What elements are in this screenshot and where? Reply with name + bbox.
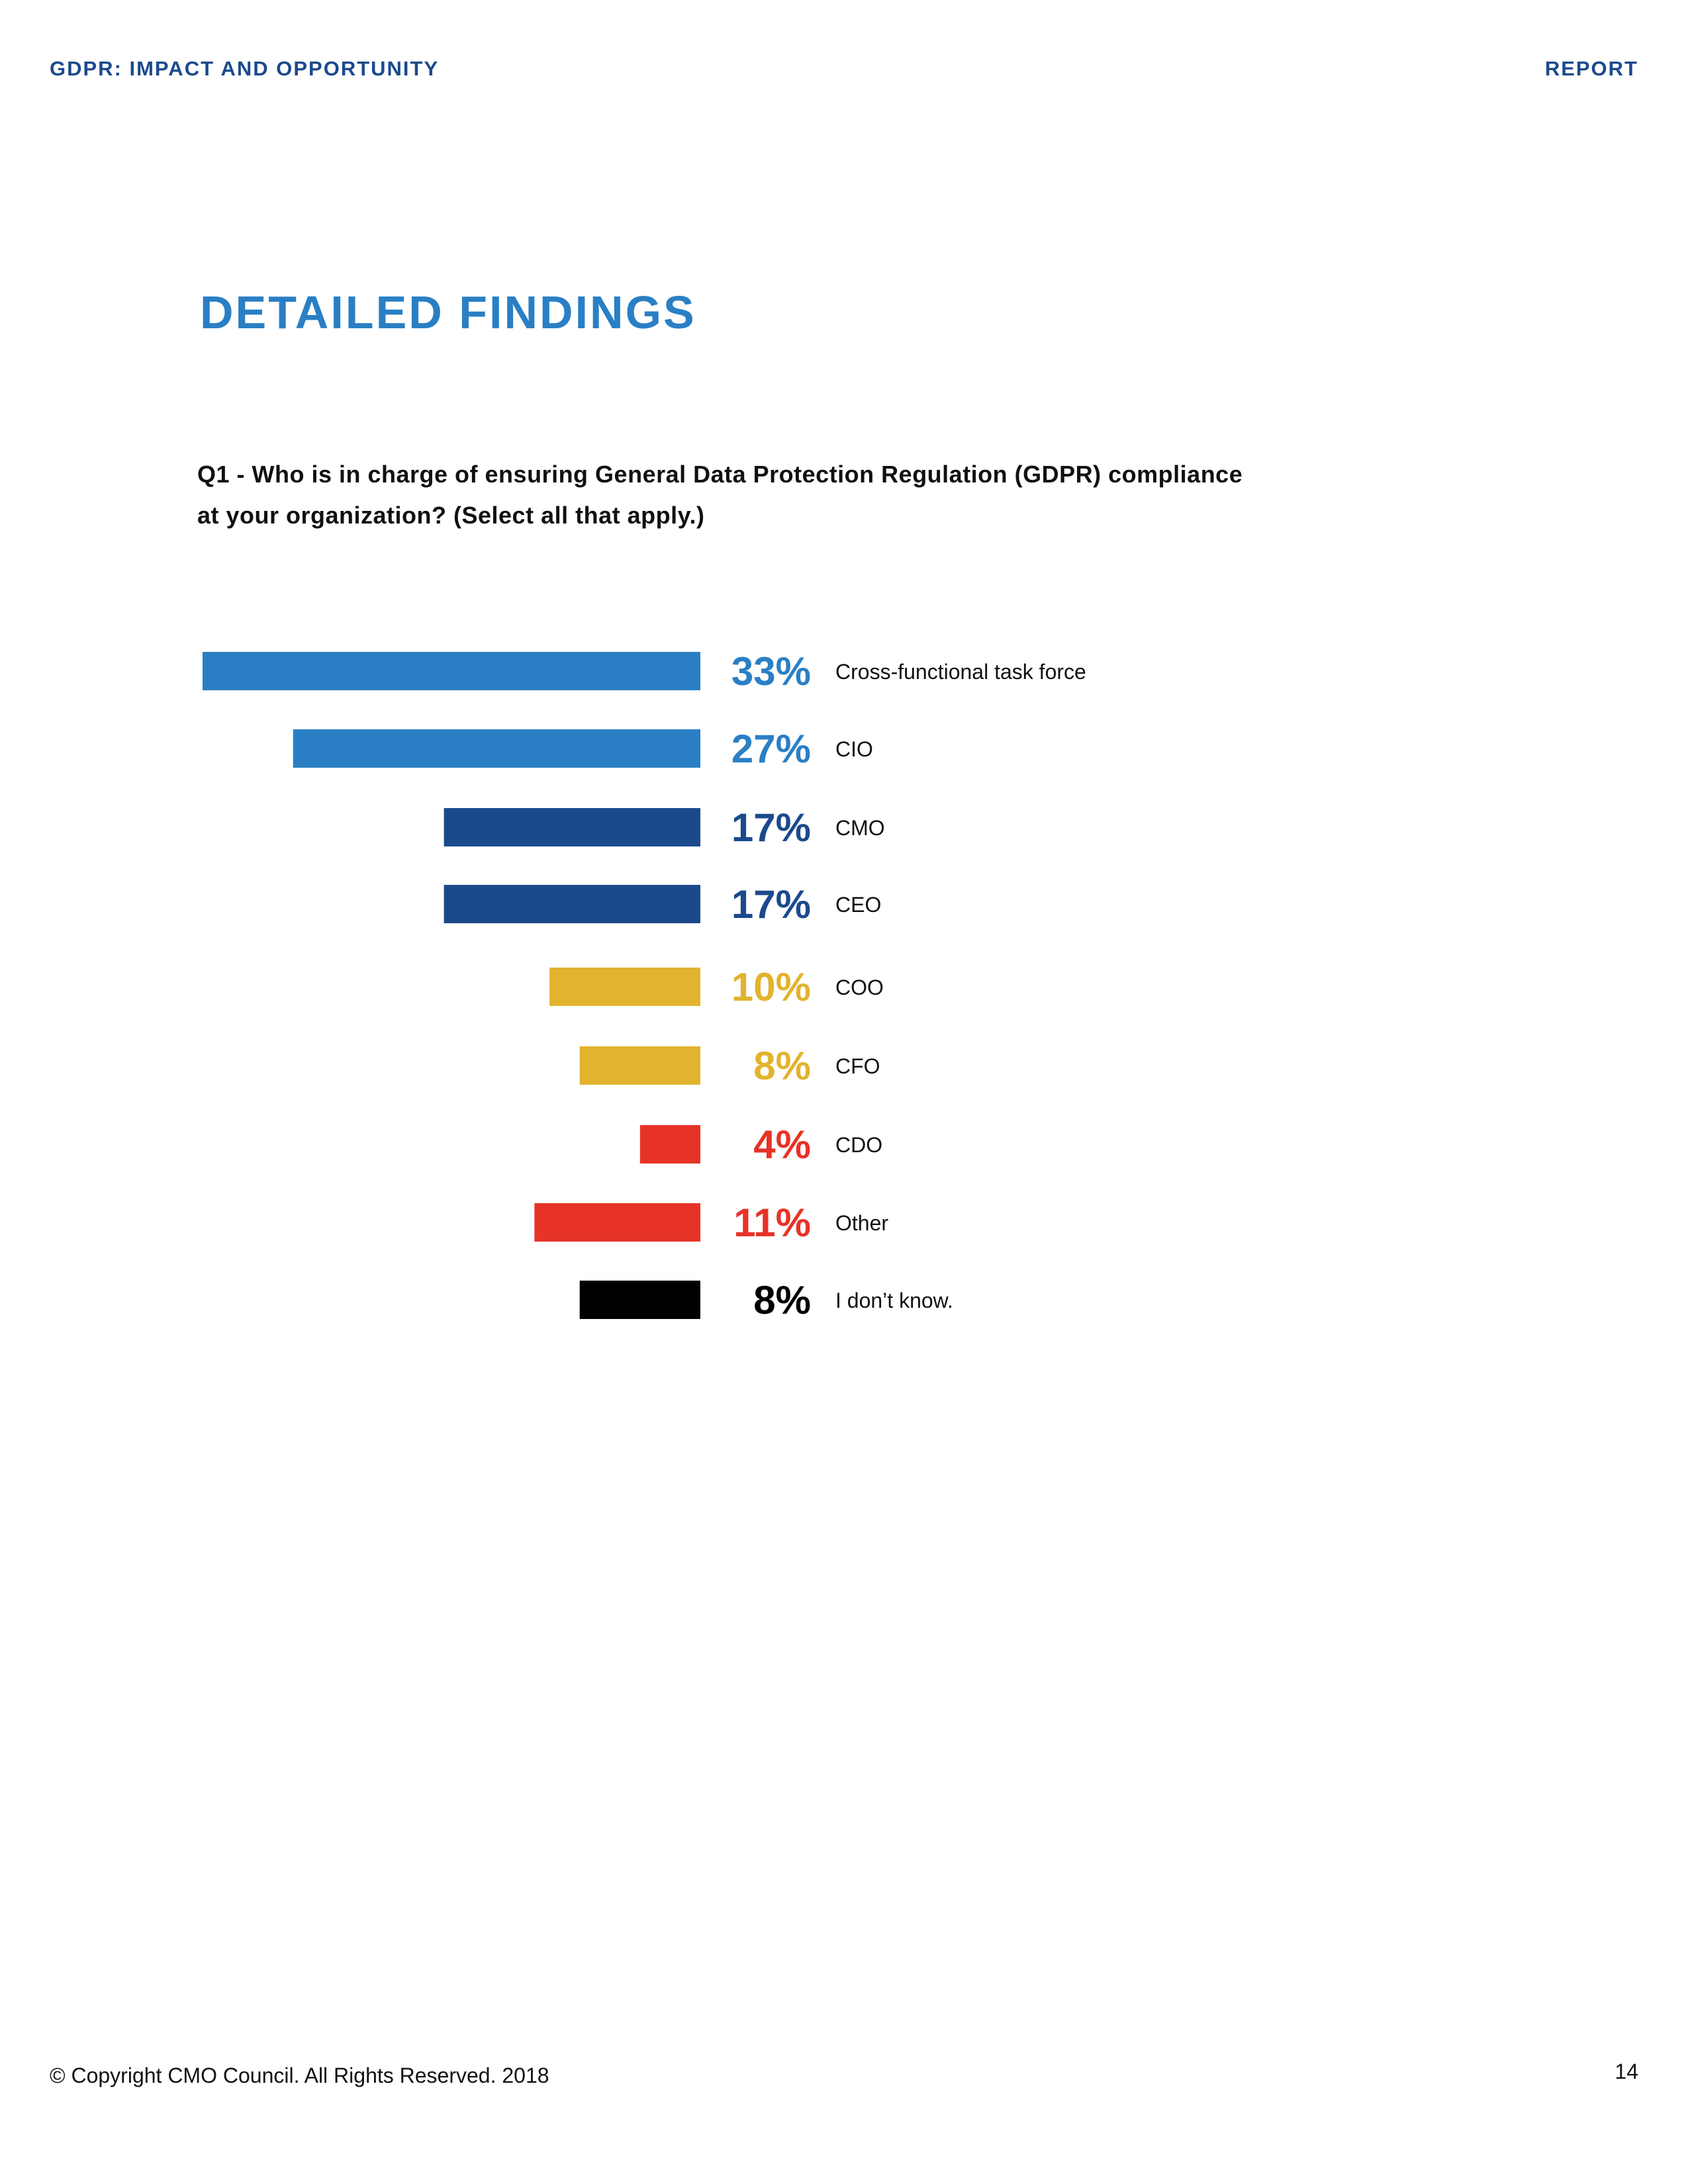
value-label-5: 8% <box>753 1044 811 1088</box>
category-label-1: CIO <box>835 737 873 761</box>
bar-0 <box>203 652 700 690</box>
value-label-8: 8% <box>753 1278 811 1322</box>
bar-3 <box>444 885 700 923</box>
page-number: 14 <box>1615 2060 1638 2083</box>
bar-1 <box>293 729 700 768</box>
category-label-3: CEO <box>835 893 881 917</box>
question-line-1: Q1 - Who is in charge of ensuring Genera… <box>197 461 1243 488</box>
question-line-2: at your organization? (Select all that a… <box>197 502 705 529</box>
bar-6 <box>639 1125 700 1163</box>
category-label-8: I don’t know. <box>835 1289 953 1312</box>
bar-7 <box>534 1203 700 1242</box>
value-label-1: 27% <box>731 727 811 771</box>
report-label: REPORT <box>1544 57 1638 80</box>
value-label-6: 4% <box>753 1122 811 1167</box>
category-label-7: Other <box>835 1211 888 1235</box>
value-label-3: 17% <box>731 882 811 927</box>
page-title: DETAILED FINDINGS <box>200 287 696 338</box>
value-label-4: 10% <box>731 965 811 1009</box>
value-label-7: 11% <box>733 1201 811 1245</box>
value-label-2: 17% <box>731 805 811 850</box>
value-label-0: 33% <box>731 649 811 694</box>
category-label-2: CMO <box>835 816 885 840</box>
category-label-0: Cross-functional task force <box>835 660 1086 684</box>
bar-8 <box>579 1281 700 1319</box>
copyright-notice: © Copyright CMO Council. All Rights Rese… <box>50 2064 549 2087</box>
category-label-5: CFO <box>835 1054 880 1078</box>
bar-2 <box>444 808 700 846</box>
category-label-6: CDO <box>835 1133 882 1157</box>
report-series-title: GDPR: IMPACT AND OPPORTUNITY <box>50 57 440 80</box>
bar-4 <box>549 968 700 1006</box>
category-label-4: COO <box>835 976 884 999</box>
question-text: Q1 - Who is in charge of ensuring Genera… <box>197 454 1389 536</box>
bar-5 <box>579 1046 700 1085</box>
